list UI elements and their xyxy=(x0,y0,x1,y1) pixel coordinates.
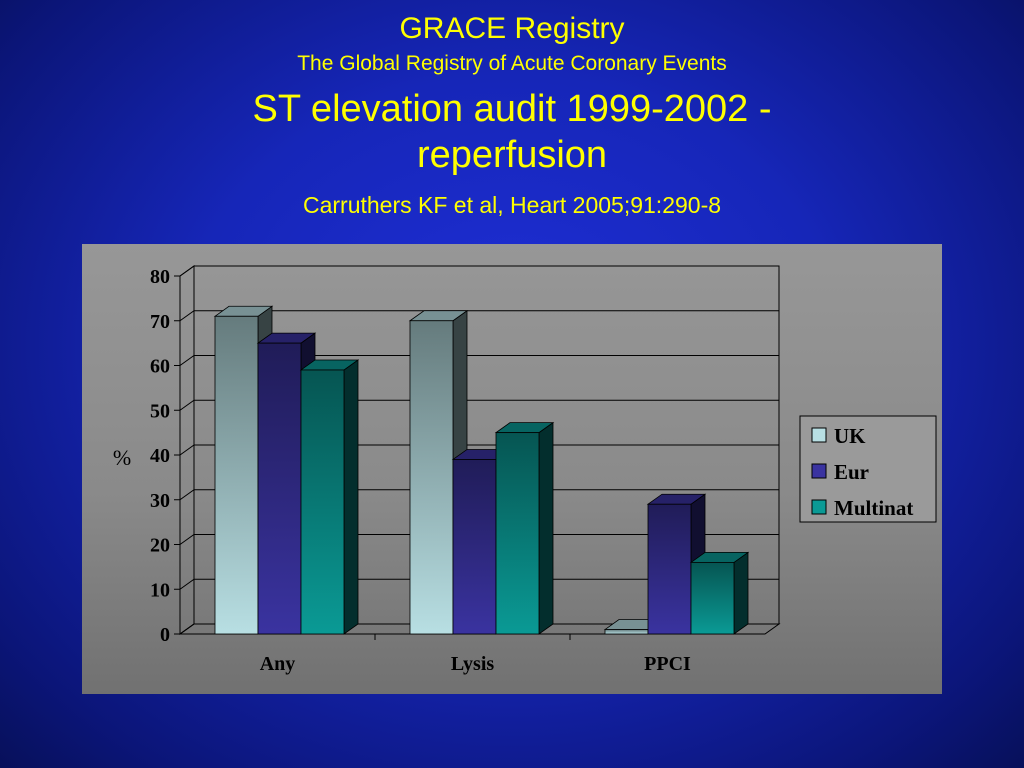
slide-title: GRACE Registry xyxy=(399,12,625,45)
gridline xyxy=(179,578,779,590)
bar-side xyxy=(343,359,359,635)
bar-chart: 0 10 20 30 40 50 60 70 80% Any Lysis PPCI UK Eur Multi… xyxy=(113,265,937,675)
gridline xyxy=(179,399,779,411)
x-tick-label: PPCI xyxy=(644,653,691,675)
bar-front xyxy=(495,432,540,635)
gridline xyxy=(179,265,779,277)
legend-label: Multinat xyxy=(834,496,913,520)
bar-front xyxy=(257,342,302,635)
y-axis-label: % xyxy=(113,445,131,470)
y-tick-label: 80 xyxy=(150,266,170,288)
legend-swatch xyxy=(811,499,827,515)
bar-front xyxy=(300,369,345,635)
bar-side xyxy=(538,421,554,635)
gridline xyxy=(179,355,779,366)
y-tick-label: 70 xyxy=(150,311,170,333)
chart-panel: 0 10 20 30 40 50 60 70 80% Any Lysis PPCI UK Eur Multi… xyxy=(82,244,942,694)
bar-front xyxy=(409,320,454,635)
y-tick-label: 40 xyxy=(150,445,170,467)
gridline xyxy=(179,534,779,545)
bar-front xyxy=(690,561,735,635)
slide-subtitle: The Global Registry of Acute Coronary Ev… xyxy=(297,52,727,75)
y-tick-label: 0 xyxy=(160,624,170,646)
y-tick-label: 10 xyxy=(150,579,170,601)
y-tick-label: 30 xyxy=(150,490,170,512)
bar-front xyxy=(452,459,497,635)
bar-front xyxy=(647,503,692,635)
gridline xyxy=(179,310,779,322)
bar-front xyxy=(214,315,259,635)
slide-heading-line2: reperfusion xyxy=(416,134,608,176)
y-tick-label: 50 xyxy=(150,400,170,422)
legend-label: Eur xyxy=(834,460,869,484)
bar-front xyxy=(604,629,649,635)
legend-swatch xyxy=(811,427,827,443)
slide-citation: Carruthers KF et al, Heart 2005;91:290-8 xyxy=(302,192,722,218)
legend-swatch xyxy=(811,463,827,479)
gridline xyxy=(179,623,779,635)
bar-any-multinat xyxy=(299,359,360,635)
gridline xyxy=(179,489,779,501)
slide-heading: ST elevation audit 1999-2002 - reperfusi… xyxy=(0,86,1024,178)
x-tick-label: Lysis xyxy=(451,653,495,675)
gridline xyxy=(179,444,779,456)
y-tick-label: 60 xyxy=(150,356,170,378)
x-tick-label: Any xyxy=(260,653,296,675)
bar-ppci-multinat xyxy=(689,551,750,635)
slide-heading-line1: ST elevation audit 1999-2002 - xyxy=(252,88,772,130)
bar-side xyxy=(733,551,749,635)
legend-label: UK xyxy=(834,424,866,448)
bar-lysis-multinat xyxy=(494,421,555,635)
y-tick-label: 20 xyxy=(150,535,170,557)
